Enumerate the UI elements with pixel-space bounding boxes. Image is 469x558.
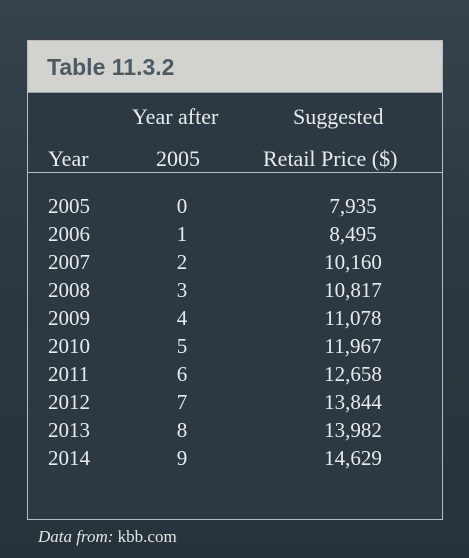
table-row: 2006 1 8,495 — [28, 222, 442, 250]
table-row: 2009 4 11,078 — [28, 306, 442, 334]
header-price-line2: Retail Price ($) — [263, 146, 398, 171]
cell-price: 7,935 — [329, 194, 377, 218]
cell-year: 2005 — [48, 194, 90, 218]
cell-year-after: 9 — [176, 446, 188, 470]
cell-year: 2012 — [48, 390, 90, 414]
cell-year-after: 5 — [176, 334, 188, 358]
table-row: 2005 0 7,935 — [28, 194, 442, 222]
header-year-after-line1: Year after — [132, 104, 219, 129]
cell-year: 2013 — [48, 418, 90, 442]
cell-price: 10,817 — [324, 278, 382, 302]
cell-year: 2006 — [48, 222, 90, 246]
cell-price: 8,495 — [329, 222, 377, 246]
header-year-after-line2: 2005 — [156, 146, 200, 171]
cell-year: 2007 — [48, 250, 90, 274]
cell-year-after: 3 — [176, 278, 188, 302]
cell-price: 12,658 — [324, 362, 382, 386]
table-row: 2010 5 11,967 — [28, 334, 442, 362]
table-title-bar: Table 11.3.2 — [28, 41, 442, 93]
cell-year-after: 4 — [176, 306, 188, 330]
cell-price: 11,078 — [324, 306, 382, 330]
table-row: 2014 9 14,629 — [28, 446, 442, 474]
cell-year: 2009 — [48, 306, 90, 330]
table-row: 2007 2 10,160 — [28, 250, 442, 278]
cell-year-after: 6 — [176, 362, 188, 386]
cell-year: 2010 — [48, 334, 90, 358]
table-row: 2012 7 13,844 — [28, 390, 442, 418]
source-value: kbb.com — [117, 527, 177, 546]
cell-year-after: 0 — [176, 194, 188, 218]
cell-year: 2014 — [48, 446, 90, 470]
cell-price: 13,982 — [324, 418, 382, 442]
cell-price: 13,844 — [324, 390, 382, 414]
cell-price: 11,967 — [324, 334, 382, 358]
source-note: Data from: kbb.com — [38, 527, 177, 547]
table-row: 2013 8 13,982 — [28, 418, 442, 446]
cell-year: 2008 — [48, 278, 90, 302]
cell-year-after: 1 — [176, 222, 188, 246]
table-row: 2008 3 10,817 — [28, 278, 442, 306]
header-divider — [28, 172, 442, 173]
data-table: Table 11.3.2 Year Year after 2005 Sugges… — [27, 40, 443, 520]
cell-year: 2011 — [48, 362, 90, 386]
cell-price: 10,160 — [324, 250, 382, 274]
table-title: Table 11.3.2 — [47, 54, 175, 80]
cell-year-after: 7 — [176, 390, 188, 414]
cell-year-after: 8 — [176, 418, 188, 442]
cell-price: 14,629 — [324, 446, 382, 470]
header-price-line1: Suggested — [293, 104, 384, 129]
source-label: Data from: — [38, 527, 114, 546]
table-row: 2011 6 12,658 — [28, 362, 442, 390]
header-year: Year — [48, 146, 89, 171]
cell-year-after: 2 — [176, 250, 188, 274]
